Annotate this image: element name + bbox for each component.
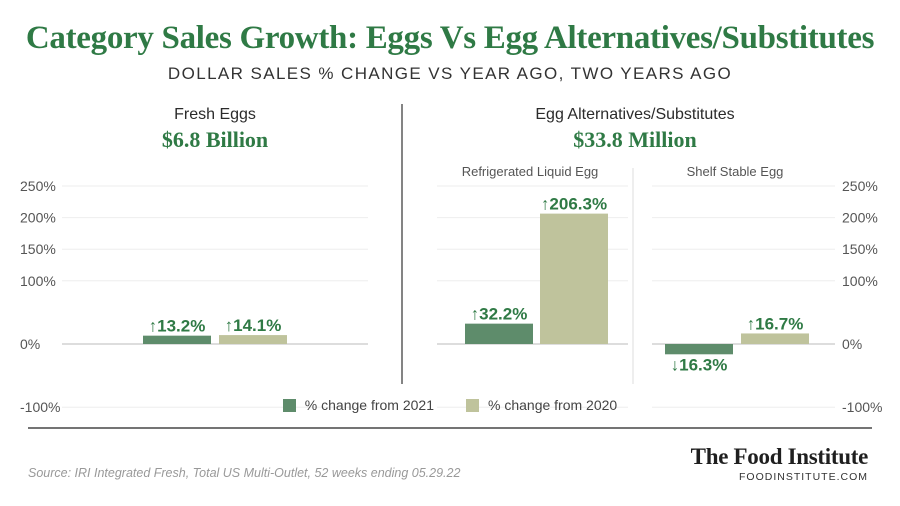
y-axis-ticks: 250% 250% 200% 200% 150% 150% 100% 100% 0% 0% -100… bbox=[20, 178, 882, 415]
egg-alternatives-label: Egg Alternatives/Substitutes bbox=[535, 106, 735, 123]
legend-item-2020: % change from 2020 bbox=[466, 397, 617, 413]
bars bbox=[143, 213, 809, 355]
bar-2020 bbox=[741, 333, 809, 344]
bar-2020 bbox=[219, 335, 287, 344]
source-note: Source: IRI Integrated Fresh, Total US M… bbox=[28, 466, 461, 480]
shelf-stable-egg-label: Shelf Stable Egg bbox=[686, 164, 784, 179]
y-tick-label-left: 100% bbox=[20, 273, 56, 289]
data-label: ↑14.1% bbox=[225, 316, 282, 335]
legend-label-2020: % change from 2020 bbox=[488, 397, 618, 413]
legend: % change from 2021 % change from 2020 bbox=[0, 397, 900, 413]
egg-alternatives-value: $33.8 Million bbox=[573, 127, 697, 152]
data-label: ↑206.3% bbox=[541, 195, 607, 214]
y-tick-label-left: -100% bbox=[20, 399, 60, 415]
brand-logo-text: The Food Institute bbox=[690, 444, 869, 469]
data-label: ↓16.3% bbox=[671, 355, 728, 374]
bar-2020 bbox=[540, 213, 608, 344]
legend-item-2021: % change from 2021 bbox=[282, 397, 434, 413]
y-tick-label-right: -100% bbox=[842, 399, 882, 415]
refrigerated-liquid-egg-label: Refrigerated Liquid Egg bbox=[461, 164, 599, 179]
y-tick-label-right: 250% bbox=[842, 178, 878, 194]
brand-url: FOODINSTITUTE.COM bbox=[739, 471, 868, 483]
data-labels: ↑13.2% ↑14.1% ↑32.2% ↑206.3% ↓16.3% ↑16.7% bbox=[149, 195, 804, 375]
y-tick-label-left: 150% bbox=[20, 241, 56, 257]
data-label: ↑13.2% bbox=[149, 317, 206, 336]
y-tick-label-left: 0% bbox=[20, 336, 40, 352]
legend-swatch-2021 bbox=[282, 398, 296, 412]
legend-label-2021: % change from 2021 bbox=[304, 397, 434, 413]
legend-swatch-2020 bbox=[466, 398, 479, 412]
y-tick-label-right: 0% bbox=[842, 336, 862, 352]
fresh-eggs-value: $6.8 Billion bbox=[161, 127, 269, 152]
chart-title: Category Sales Growth: Eggs Vs Egg Alter… bbox=[25, 20, 875, 56]
y-tick-label-left: 200% bbox=[20, 210, 56, 226]
y-tick-label-right: 200% bbox=[842, 210, 878, 226]
bar-2021 bbox=[143, 335, 211, 344]
bar-2021 bbox=[465, 323, 533, 344]
y-tick-label-right: 150% bbox=[842, 241, 878, 257]
y-tick-label-right: 100% bbox=[842, 273, 878, 289]
chart-subtitle: DOLLAR SALES % CHANGE VS YEAR AGO, TWO Y… bbox=[167, 64, 733, 83]
fresh-eggs-label: Fresh Eggs bbox=[174, 106, 256, 123]
data-label: ↑16.7% bbox=[747, 314, 804, 333]
bar-2021 bbox=[665, 344, 733, 355]
y-tick-label-left: 250% bbox=[20, 178, 56, 194]
data-label: ↑32.2% bbox=[471, 305, 528, 324]
